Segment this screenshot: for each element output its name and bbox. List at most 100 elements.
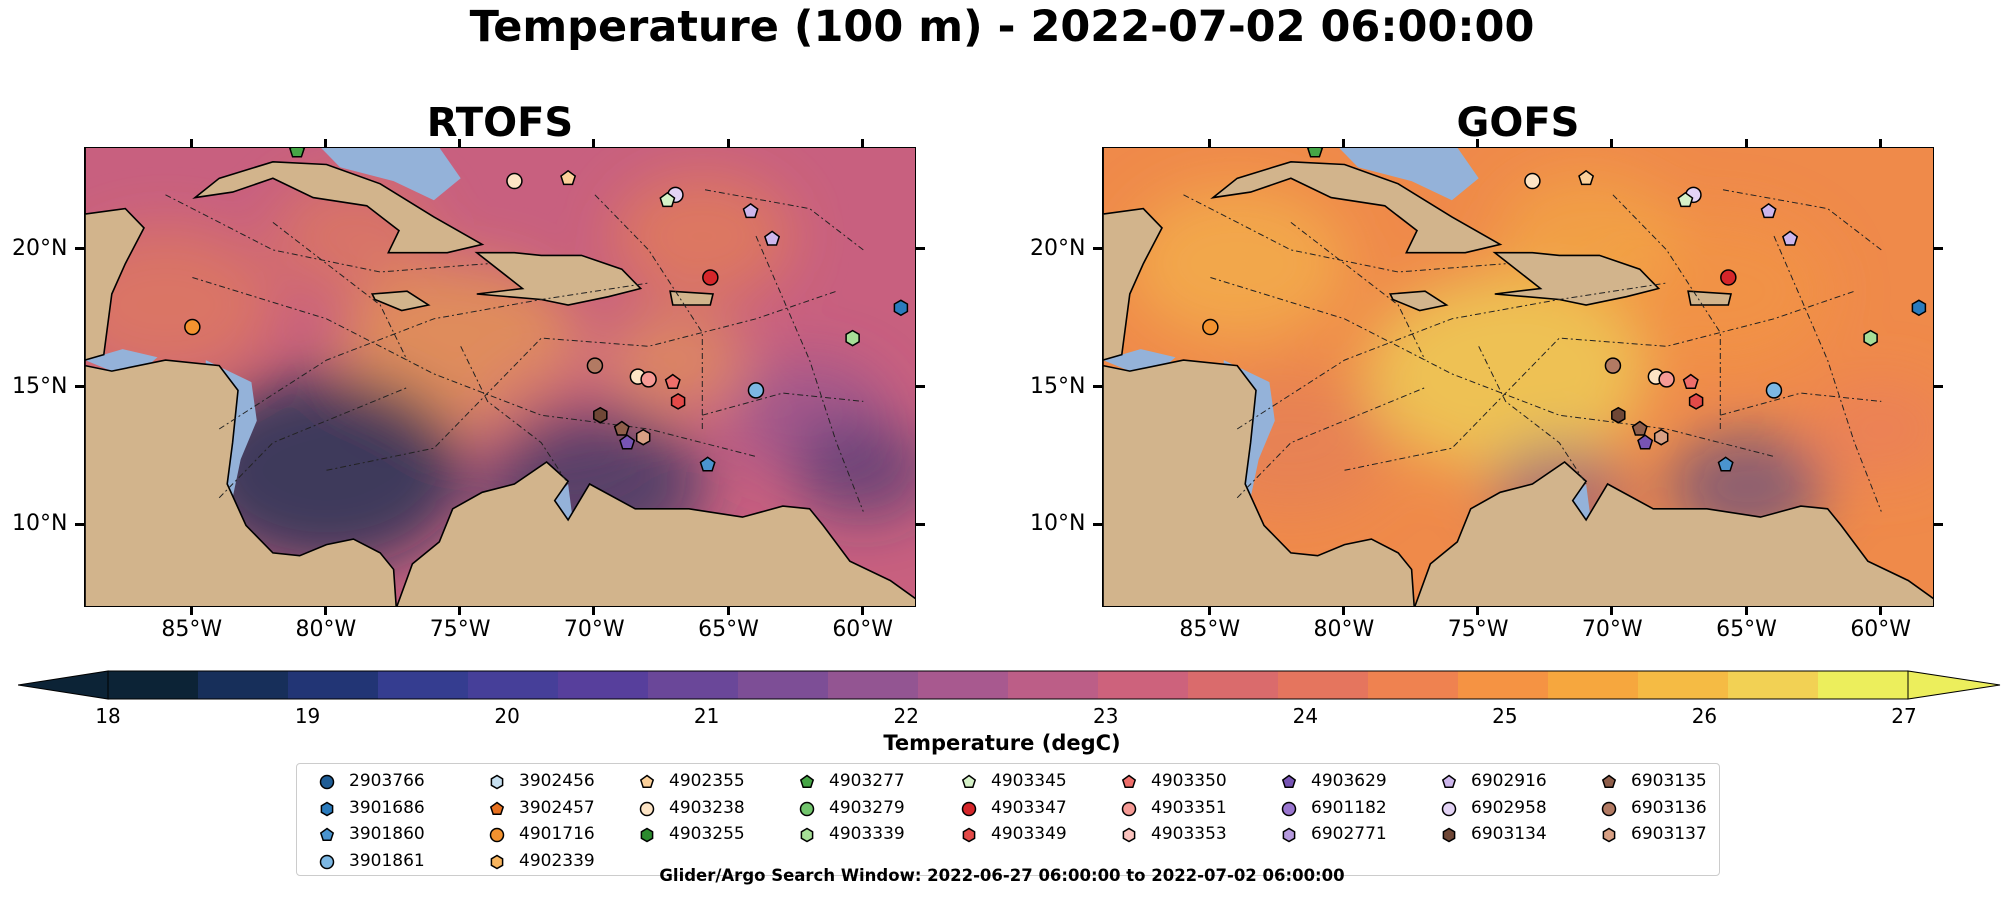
land: [370, 290, 431, 312]
float-marker-4901716: [1202, 318, 1219, 336]
legend-label: 4903350: [1151, 771, 1227, 791]
colorbar-bin: [738, 671, 829, 699]
legend-label: 4903339: [829, 824, 905, 844]
eez-boundary: [1236, 282, 1667, 430]
lon-tick-mark: [1342, 607, 1346, 615]
pentagon-marker-icon: [1121, 774, 1137, 789]
colorbar-bin: [558, 671, 649, 699]
float-marker-4903347: [1720, 269, 1737, 286]
float-marker-6903135: [1631, 420, 1648, 436]
panel-title-rtofs: RTOFS: [426, 100, 574, 146]
float-marker-4903345: [1677, 191, 1694, 208]
pentagon-marker-icon: [799, 774, 815, 789]
lon-tick-mark: [860, 607, 864, 615]
land: [474, 251, 643, 306]
lon-tick-label: 70°W: [1581, 617, 1643, 642]
lon-tick-mark: [458, 607, 462, 615]
float-marker-4903277: [289, 148, 306, 158]
colorbar-bin: [288, 671, 379, 699]
land: [85, 148, 397, 606]
lon-tick-mark: [1476, 607, 1480, 615]
pentagon-marker-icon: [1601, 774, 1617, 789]
eez-boundary: [1773, 235, 1882, 512]
circle-marker-icon: [319, 854, 335, 869]
float-marker-3901861: [1765, 382, 1783, 399]
float-marker-4903339: [845, 329, 860, 347]
legend-label: 3901860: [349, 824, 425, 844]
eez-boundary: [594, 194, 703, 429]
legend-label: 6903134: [1471, 824, 1547, 844]
float-marker-3901686: [1911, 299, 1927, 317]
lon-tick-label: 60°W: [1850, 617, 1912, 642]
colorbar-bin: [1188, 671, 1279, 699]
lat-tick-mark: [1934, 385, 1943, 389]
lat-tick-mark: [75, 522, 84, 526]
pentagon-marker-icon: [319, 827, 335, 842]
legend-label: 3901686: [349, 797, 425, 818]
lat-tick-mark: [1093, 385, 1102, 389]
lat-tick-label: 15°N: [1030, 373, 1086, 399]
lat-tick-mark: [1093, 247, 1102, 251]
lat-tick-label: 10°N: [12, 511, 68, 537]
lat-tick-mark: [75, 385, 84, 389]
lat-tick-mark: [1934, 522, 1943, 526]
colorbar-tick-label: 25: [1492, 704, 1518, 728]
float-marker-4903347: [702, 269, 719, 286]
pentagon-marker-icon: [1441, 774, 1457, 789]
float-legend: 2903766 3901686 3901860 3901861 3902456 39024…: [296, 763, 1720, 876]
eez-boundary: [1344, 290, 1855, 471]
colorbar-bin: [1458, 671, 1549, 699]
land: [1687, 290, 1733, 306]
legend-label: 3902456: [519, 771, 595, 791]
hexagon-marker-icon: [1282, 827, 1296, 843]
colorbar-tick-label: 19: [294, 704, 321, 728]
search-window-caption: Glider/Argo Search Window: 2022-06-27 06…: [659, 866, 1345, 885]
colorbar-tick-label: 27: [1891, 704, 1917, 728]
circle-marker-icon: [489, 827, 505, 843]
colorbar-bin: [828, 671, 919, 699]
eez-boundary: [1720, 188, 1882, 251]
shelf-shading: [321, 148, 461, 201]
colorbar-tick-label: 20: [494, 704, 520, 728]
hexagon-marker-icon: [962, 827, 976, 843]
lon-tick-mark: [458, 139, 462, 147]
eez-boundary: [1612, 194, 1721, 429]
colorbar-bin: [648, 671, 739, 699]
lon-tick-mark: [1207, 607, 1211, 615]
hexagon-marker-icon: [1442, 827, 1456, 843]
circle-marker-icon: [1601, 801, 1617, 816]
legend-label: 4903345: [991, 771, 1067, 791]
colorbar-bin: [1818, 671, 1909, 699]
float-marker-3901686: [893, 299, 909, 317]
legend-label: 4903347: [991, 797, 1067, 818]
colorbar-bin: [1548, 671, 1639, 699]
legend-label: 6903137: [1631, 824, 1707, 844]
land: [1414, 460, 1933, 606]
lat-tick-mark: [1093, 522, 1102, 526]
legend-label: 4902339: [519, 850, 595, 871]
lon-tick-mark: [1744, 139, 1748, 147]
lon-tick-mark: [592, 139, 596, 147]
float-marker-6903134: [593, 406, 608, 424]
hexagon-marker-icon: [490, 774, 504, 790]
legend-label: 6903136: [1631, 797, 1707, 818]
colorbar-tick-label: 18: [95, 704, 121, 728]
colorbar-tick-label: 21: [693, 704, 720, 728]
lon-tick-mark: [189, 607, 193, 615]
lon-tick-label: 65°W: [698, 617, 759, 642]
lon-tick-label: 85°W: [1179, 617, 1241, 642]
hexagon-marker-icon: [320, 801, 334, 816]
legend-label: 6903135: [1631, 771, 1707, 791]
eez-boundary: [460, 346, 569, 485]
lon-tick-mark: [860, 139, 864, 147]
float-marker-6902916: [764, 230, 781, 246]
colorbar-bin: [1008, 671, 1099, 699]
colorbar-bin: [1728, 671, 1819, 699]
lon-tick-mark: [1610, 607, 1614, 615]
lon-tick-mark: [324, 607, 328, 615]
float-marker-4903629: [1637, 434, 1654, 450]
float-marker-6902916: [1760, 202, 1777, 219]
lat-tick-label: 20°N: [12, 235, 68, 261]
circle-marker-icon: [319, 774, 335, 790]
colorbar-bin: [918, 671, 1009, 699]
